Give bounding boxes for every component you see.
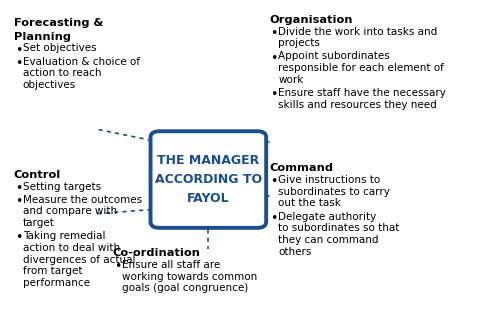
Text: •: • [270, 27, 278, 40]
Text: Set objectives: Set objectives [22, 44, 97, 54]
Text: work: work [278, 75, 304, 85]
Text: skills and resources they need: skills and resources they need [278, 100, 437, 110]
Text: •: • [270, 175, 278, 188]
Text: Ensure staff have the necessary: Ensure staff have the necessary [278, 88, 446, 98]
Text: to subordinates so that: to subordinates so that [278, 223, 400, 233]
Text: •: • [270, 52, 278, 65]
Text: target: target [22, 218, 54, 228]
Text: they can command: they can command [278, 235, 379, 245]
Text: Measure the outcomes: Measure the outcomes [22, 194, 142, 204]
Text: responsible for each element of: responsible for each element of [278, 63, 444, 73]
Text: •: • [114, 260, 121, 273]
Text: objectives: objectives [22, 80, 76, 90]
Text: divergences of actual: divergences of actual [22, 255, 135, 265]
Text: Control: Control [14, 170, 61, 180]
Text: •: • [270, 212, 278, 225]
Text: •: • [15, 57, 22, 70]
Text: Ensure all staff are: Ensure all staff are [122, 260, 220, 270]
Text: out the task: out the task [278, 198, 342, 208]
Text: Forecasting &: Forecasting & [14, 18, 103, 28]
Text: Taking remedial: Taking remedial [22, 231, 105, 241]
Text: THE MANAGER
ACCORDING TO
FAYOL: THE MANAGER ACCORDING TO FAYOL [155, 154, 262, 205]
Text: Organisation: Organisation [270, 15, 353, 25]
Text: performance: performance [22, 278, 90, 288]
Text: subordinates to carry: subordinates to carry [278, 187, 390, 197]
Text: action to reach: action to reach [22, 68, 101, 78]
Text: Co-ordination: Co-ordination [113, 248, 200, 258]
Text: action to deal with: action to deal with [22, 243, 120, 253]
Text: •: • [15, 44, 22, 57]
Text: Give instructions to: Give instructions to [278, 175, 380, 185]
Text: Planning: Planning [14, 32, 71, 42]
Text: from target: from target [22, 266, 82, 276]
Text: •: • [270, 88, 278, 101]
Text: Setting targets: Setting targets [22, 181, 101, 191]
Text: and compare with: and compare with [22, 206, 117, 216]
FancyBboxPatch shape [150, 131, 266, 228]
Text: •: • [15, 182, 22, 195]
Text: others: others [278, 247, 312, 257]
Text: •: • [15, 195, 22, 208]
Text: Evaluation & choice of: Evaluation & choice of [22, 57, 140, 67]
Text: Delegate authority: Delegate authority [278, 211, 376, 221]
Text: working towards common: working towards common [122, 272, 257, 282]
Text: projects: projects [278, 38, 320, 48]
Text: Divide the work into tasks and: Divide the work into tasks and [278, 27, 438, 37]
Text: goals (goal congruence): goals (goal congruence) [122, 283, 248, 293]
Text: •: • [15, 231, 22, 244]
Text: Appoint subordinates: Appoint subordinates [278, 51, 390, 61]
Text: Command: Command [270, 163, 334, 173]
